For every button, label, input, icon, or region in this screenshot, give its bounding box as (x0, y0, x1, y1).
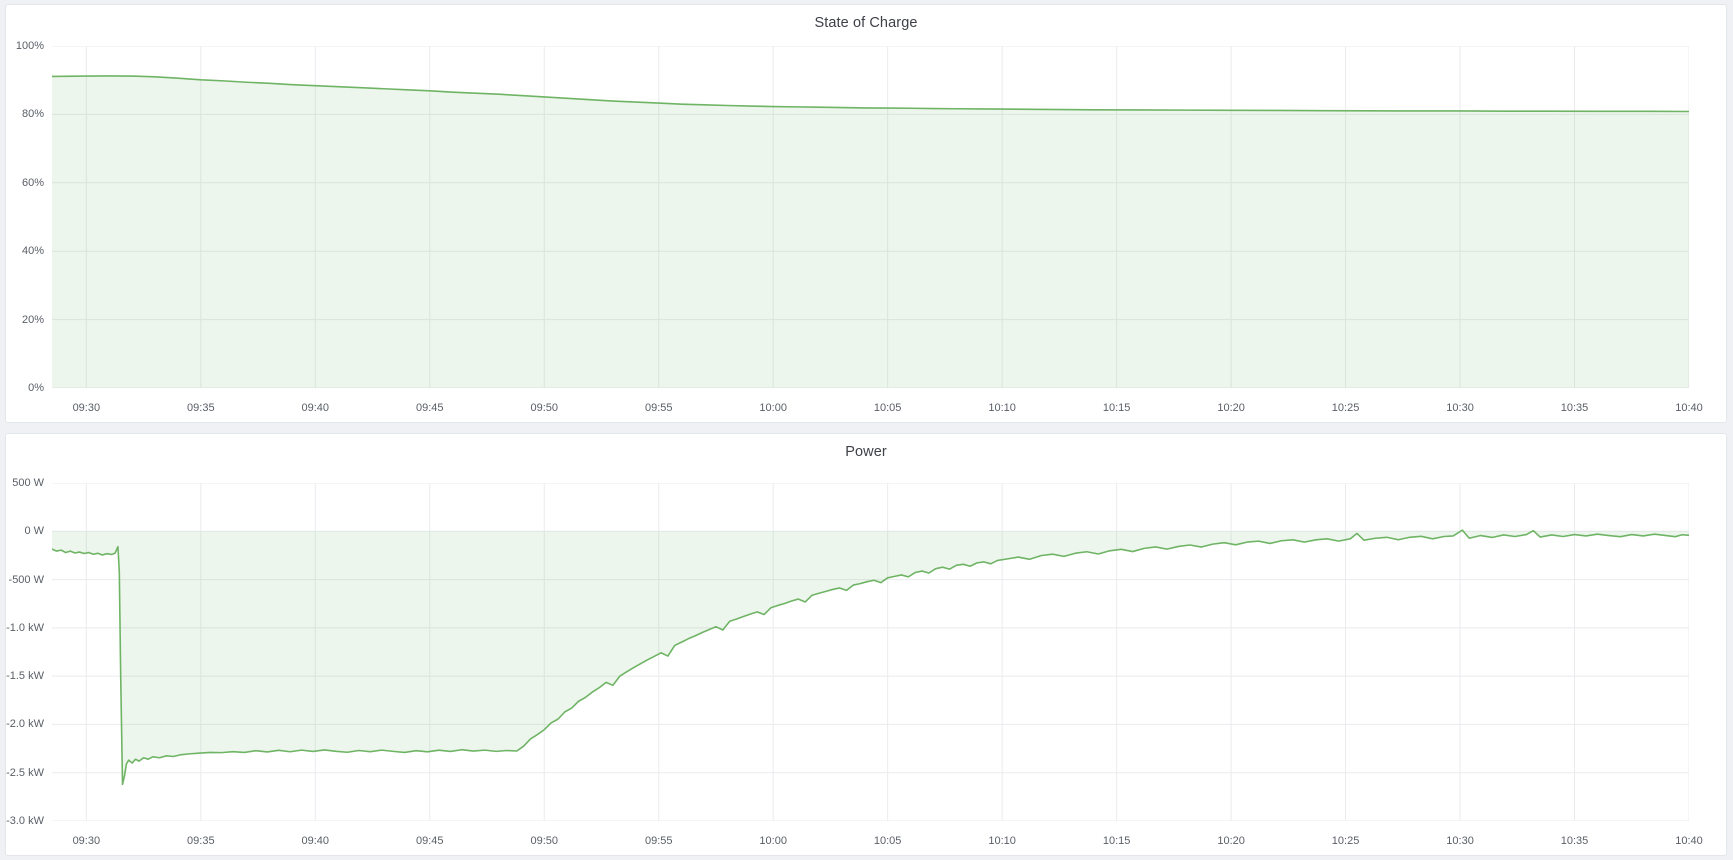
x-tick-label: 09:30 (72, 402, 101, 414)
x-tick-label: 10:00 (759, 835, 787, 847)
y-tick-label: 60% (21, 176, 44, 189)
x-tick-label: 09:50 (530, 835, 558, 847)
power-svg (52, 483, 1689, 821)
y-tick-label: -500 W (8, 573, 44, 586)
panel-state-of-charge: State of Charge 0% 20% 40% 60% 80% 100% 09:30… (5, 4, 1727, 423)
x-tick-label: 10:35 (1560, 402, 1589, 414)
y-tick-label: 40% (21, 245, 44, 258)
x-tick-label: 09:45 (416, 835, 444, 847)
soc-chart-plot-area[interactable] (52, 46, 1689, 388)
x-tick-label: 10:40 (1675, 835, 1703, 847)
power-x-axis: 09:30 09:35 09:40 09:45 09:50 09:55 10:00 10:05… (52, 835, 1703, 849)
x-tick-label: 09:35 (187, 402, 215, 414)
x-tick-label: 09:30 (72, 835, 101, 847)
x-tick-label: 10:20 (1217, 835, 1245, 847)
x-tick-label: 09:55 (644, 835, 673, 847)
series-area-fill (52, 75, 1689, 388)
y-tick-label: 0 W (24, 525, 44, 538)
series-area-fill (52, 530, 1689, 785)
x-tick-label: 10:10 (988, 402, 1016, 414)
y-tick-label: -3.0 kW (6, 815, 44, 827)
y-tick-label: -1.0 kW (6, 621, 44, 634)
x-tick-label: 10:20 (1217, 402, 1245, 414)
x-tick-label: 10:15 (1102, 402, 1131, 414)
x-tick-label: 09:40 (301, 835, 330, 847)
series-line (52, 75, 1689, 113)
x-tick-label: 09:40 (301, 402, 330, 414)
series-line (52, 529, 1689, 786)
y-tick-label: -2.5 kW (6, 766, 44, 779)
x-tick-label: 09:55 (644, 402, 673, 414)
x-tick-label: 10:00 (759, 402, 787, 414)
x-tick-label: 10:40 (1675, 402, 1703, 414)
x-tick-label: 10:10 (988, 835, 1016, 847)
soc-x-axis: 09:30 09:35 09:40 09:45 09:50 09:55 10:00 10:05… (52, 402, 1703, 416)
y-tick-label: -1.5 kW (6, 670, 44, 683)
y-tick-label: -2.0 kW (6, 718, 44, 731)
x-tick-label: 09:35 (187, 835, 215, 847)
panel-title-state-of-charge: State of Charge (814, 15, 918, 31)
x-tick-label: 10:30 (1446, 835, 1474, 847)
panel-power: Power 500 W 0 W -500 W -1.0 kW -1.5 kW -2.0 k… (5, 433, 1727, 856)
state-of-charge-svg (52, 46, 1689, 388)
x-tick-label: 10:35 (1560, 835, 1589, 847)
x-tick-label: 10:25 (1331, 835, 1360, 847)
x-tick-label: 09:50 (530, 402, 558, 414)
y-tick-label: 100% (15, 40, 44, 52)
y-tick-label: 0% (28, 382, 44, 394)
panel-title-power: Power (845, 444, 887, 460)
x-tick-label: 10:30 (1446, 402, 1474, 414)
y-tick-label: 80% (21, 108, 44, 121)
x-tick-label: 10:05 (873, 402, 902, 414)
x-tick-label: 09:45 (416, 402, 444, 414)
power-y-axis: 500 W 0 W -500 W -1.0 kW -1.5 kW -2.0 kW -2.5 … (6, 477, 52, 827)
y-tick-label: 20% (21, 313, 44, 326)
x-tick-label: 10:25 (1331, 402, 1360, 414)
y-tick-label: 500 W (12, 477, 44, 489)
power-chart-plot-area[interactable] (52, 483, 1689, 821)
x-tick-label: 10:15 (1102, 835, 1131, 847)
soc-y-axis: 0% 20% 40% 60% 80% 100% (6, 40, 52, 394)
x-tick-label: 10:05 (873, 835, 902, 847)
